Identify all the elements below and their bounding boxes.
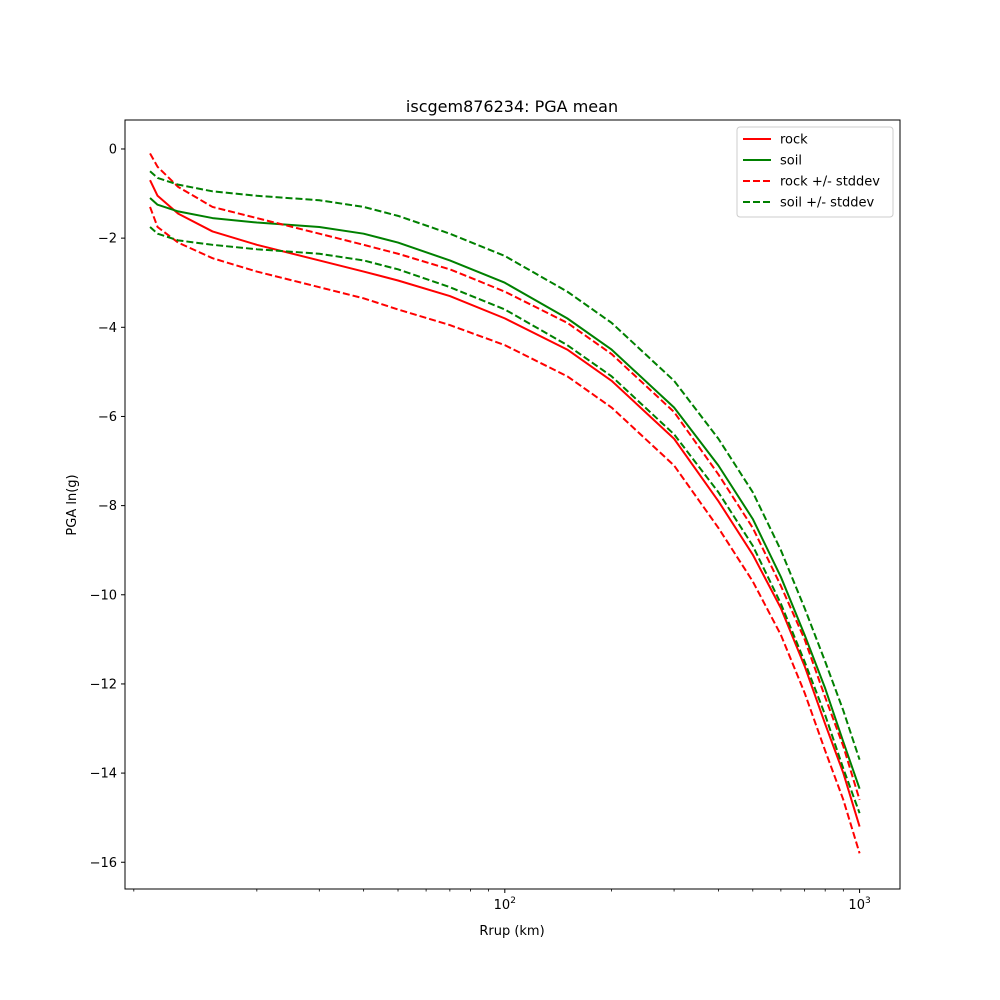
x-axis-label: Rrup (km): [479, 924, 544, 939]
legend-label: soil +/- stddev: [780, 196, 875, 211]
y-tick-label: 0: [109, 142, 117, 157]
x-tick-label: 103: [848, 896, 870, 913]
y-tick-label: −4: [98, 321, 117, 336]
plot-lines: [149, 152, 861, 854]
legend-label: rock +/- stddev: [780, 175, 880, 190]
y-axis-label: PGA ln(g): [65, 474, 80, 535]
y-tick-label: −2: [98, 232, 117, 247]
y-tick-label: −8: [98, 499, 117, 514]
series-line-2: [149, 152, 861, 801]
series-line-5: [149, 226, 861, 814]
plot-frame: [124, 119, 901, 890]
x-tick-label: 102: [494, 896, 516, 913]
series-line-0: [149, 179, 861, 827]
x-axis-ticks: 102 103: [133, 889, 871, 913]
y-tick-label: −10: [90, 588, 117, 603]
legend-label: soil: [780, 154, 802, 169]
y-tick-label: −6: [98, 410, 117, 425]
y-tick-label: −12: [90, 677, 117, 692]
series-line-3: [149, 206, 861, 854]
legend-box: [736, 126, 894, 218]
series-line-1: [149, 197, 861, 790]
legend: rock soil rock +/- stddev soil +/- stddev: [736, 126, 894, 218]
y-axis-ticks: 0 −2 −4 −6 −8 −10 −12 −14 −16: [90, 142, 125, 871]
y-tick-label: −14: [90, 767, 117, 782]
legend-label: rock: [780, 133, 808, 148]
series-line-4: [149, 170, 861, 761]
y-tick-label: −16: [90, 856, 117, 871]
chart-title: iscgem876234: PGA mean: [406, 97, 618, 116]
